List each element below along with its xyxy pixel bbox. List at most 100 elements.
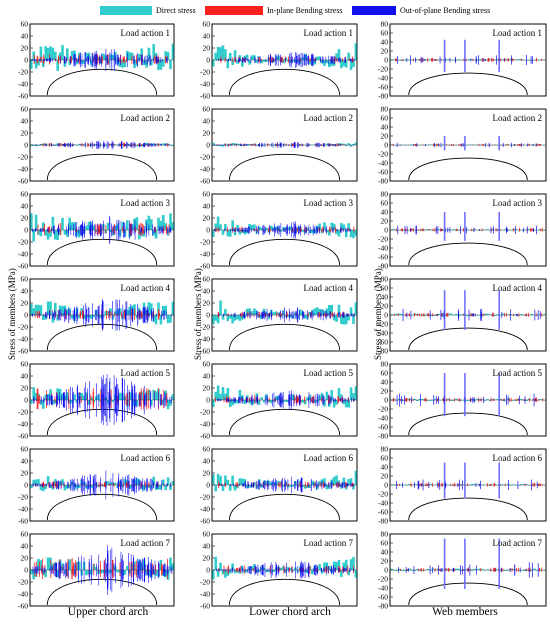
direct-stress-bar xyxy=(224,224,227,230)
y-tick-label: -20 xyxy=(378,65,388,74)
direct-stress-bar xyxy=(491,229,495,230)
y-tick-label: 60 xyxy=(203,20,211,29)
direct-stress-bar xyxy=(499,398,502,400)
direct-stress-bar xyxy=(294,397,297,400)
direct-stress-bar xyxy=(455,60,458,61)
direct-stress-bar xyxy=(289,397,292,400)
direct-stress-bar xyxy=(349,478,353,485)
direct-stress-bar xyxy=(44,485,47,490)
direct-stress-bar xyxy=(231,220,234,230)
direct-stress-bar xyxy=(413,398,417,400)
direct-stress-bar xyxy=(465,315,469,316)
arch-outline xyxy=(46,493,158,521)
y-tick-label: -60 xyxy=(18,262,28,271)
direct-stress-bar xyxy=(439,485,443,486)
direct-stress-bar xyxy=(354,142,358,145)
direct-stress-bar xyxy=(255,570,259,573)
direct-stress-bar xyxy=(496,314,500,315)
direct-stress-bar xyxy=(90,315,93,319)
direct-stress-bar xyxy=(514,400,518,401)
direct-stress-bar xyxy=(418,570,422,571)
direct-stress-bar xyxy=(162,214,165,230)
direct-stress-bar xyxy=(248,60,251,65)
direct-stress-bar xyxy=(517,485,521,486)
direct-stress-bar xyxy=(318,56,321,60)
direct-stress-bar xyxy=(442,144,445,145)
direct-stress-bar xyxy=(282,310,285,315)
y-tick-label: 0 xyxy=(206,226,210,235)
direct-stress-bar xyxy=(449,485,453,486)
direct-stress-bar xyxy=(169,60,172,70)
direct-stress-bar xyxy=(486,313,489,315)
arch-outline xyxy=(408,157,528,181)
direct-stress-bar xyxy=(114,144,117,145)
y-tick-label: 40 xyxy=(21,117,29,126)
y-tick-label: 60 xyxy=(381,284,389,293)
y-tick-label: -40 xyxy=(200,80,210,89)
direct-stress-bar xyxy=(468,400,471,401)
direct-stress-bar xyxy=(44,394,47,400)
direct-stress-bar xyxy=(354,43,358,60)
direct-stress-bar xyxy=(335,475,338,485)
direct-stress-bar xyxy=(311,480,314,485)
direct-stress-bar xyxy=(436,399,440,400)
direct-stress-bar xyxy=(535,230,539,231)
direct-stress-bar xyxy=(352,60,355,68)
direct-stress-bar xyxy=(538,314,541,315)
y-tick-label: -20 xyxy=(378,150,388,159)
direct-stress-bar xyxy=(460,570,463,571)
direct-stress-bar xyxy=(162,143,165,145)
direct-stress-bar xyxy=(543,145,547,146)
direct-stress-bar xyxy=(426,400,430,401)
direct-stress-bar xyxy=(171,145,175,147)
direct-stress-bar xyxy=(337,480,341,485)
y-tick-label: -20 xyxy=(378,575,388,584)
direct-stress-bar xyxy=(123,309,127,315)
panel-load-label: Load action 2 xyxy=(493,113,542,123)
panel-frame-top xyxy=(29,278,175,352)
y-tick-label: -20 xyxy=(18,323,28,332)
direct-stress-bar xyxy=(426,568,430,570)
direct-stress-bar xyxy=(347,52,350,60)
direct-stress-bar xyxy=(426,229,430,230)
y-tick-label: 40 xyxy=(381,378,389,387)
direct-stress-bar xyxy=(265,60,268,62)
direct-stress-bar xyxy=(340,222,343,230)
direct-stress-bar xyxy=(496,570,500,571)
direct-stress-bar xyxy=(413,230,417,231)
legend-swatch-inplane xyxy=(205,5,263,15)
y-tick-label: 40 xyxy=(203,32,211,41)
direct-stress-bar xyxy=(311,145,314,146)
direct-stress-bar xyxy=(483,570,487,571)
direct-stress-bar xyxy=(212,315,215,325)
direct-stress-bar xyxy=(431,568,435,570)
arch-outline xyxy=(408,582,528,606)
direct-stress-bar xyxy=(236,400,239,404)
y-tick-label: 0 xyxy=(384,481,388,490)
arch-outline xyxy=(46,238,158,266)
direct-stress-bar xyxy=(219,393,222,400)
y-tick-label: 20 xyxy=(203,469,211,478)
direct-stress-bar xyxy=(434,315,437,316)
direct-stress-bar xyxy=(423,485,427,486)
direct-stress-bar xyxy=(171,394,175,400)
direct-stress-bar xyxy=(470,313,474,315)
direct-stress-bar xyxy=(525,484,528,485)
direct-stress-bar xyxy=(257,570,261,573)
y-tick-label: 60 xyxy=(203,360,211,369)
direct-stress-bar xyxy=(491,145,495,146)
direct-stress-bar xyxy=(335,53,338,60)
y-tick-label: 40 xyxy=(21,457,29,466)
y-tick-label: -60 xyxy=(378,508,388,517)
direct-stress-bar xyxy=(434,399,437,400)
direct-stress-bar xyxy=(397,399,401,400)
direct-stress-bar xyxy=(61,393,64,400)
direct-stress-bar xyxy=(308,311,312,315)
direct-stress-bar xyxy=(214,145,218,146)
direct-stress-bar xyxy=(306,396,309,400)
direct-stress-bar xyxy=(109,308,112,315)
y-tick-label: 20 xyxy=(381,217,389,226)
direct-stress-bar xyxy=(58,388,62,400)
direct-stress-bar xyxy=(166,570,170,580)
